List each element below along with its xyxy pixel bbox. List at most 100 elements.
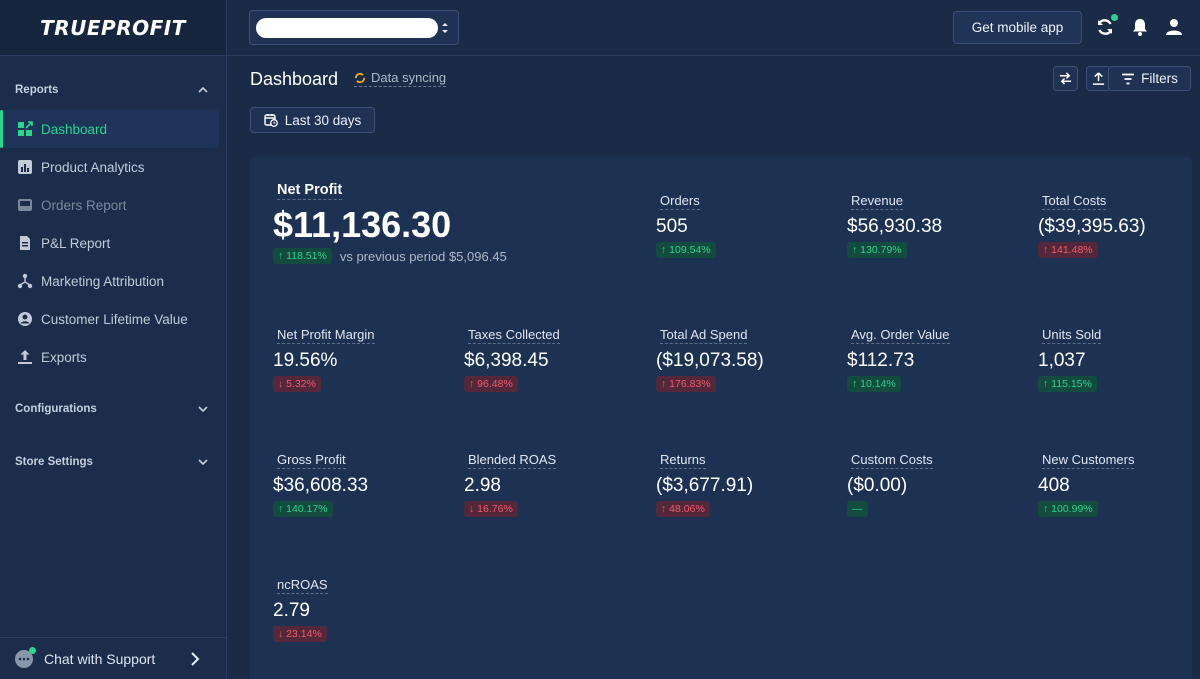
metric-net-profit-margin: Net Profit Margin 19.56% ↓ 5.32% <box>273 326 453 392</box>
metric-label[interactable]: Revenue <box>851 193 904 210</box>
change-badge: ↑ 109.54% <box>656 242 716 258</box>
metric-label[interactable]: Total Costs <box>1042 193 1107 210</box>
chat-support-label: Chat with Support <box>44 650 156 667</box>
sync-status-label: Data syncing <box>371 70 447 85</box>
change-badge: ↑ 10.14% <box>847 376 901 392</box>
sidebar-item-label: Orders Report <box>41 197 127 213</box>
metric-revenue: Revenue $56,930.38 ↑ 130.79% <box>847 192 1027 258</box>
chevron-right-icon <box>191 652 200 666</box>
logo[interactable]: TRUEPROFIT <box>0 0 226 56</box>
sync-icon[interactable] <box>1095 14 1118 37</box>
change-badge: ↑ 118.51% <box>273 248 332 264</box>
compare-button[interactable] <box>1053 66 1078 91</box>
metric-orders: Orders 505 ↑ 109.54% <box>656 192 836 258</box>
chevron-down-icon <box>198 406 208 413</box>
sidebar-item-orders-report[interactable]: Orders Report <box>3 186 219 224</box>
document-icon <box>16 235 33 252</box>
metric-value: $36,608.33 <box>273 475 369 496</box>
metric-value: ($39,395.63) <box>1038 216 1146 237</box>
sidebar-item-pl-report[interactable]: P&L Report <box>3 224 219 262</box>
sidebar: TRUEPROFIT Reports Dashboard Product Ana… <box>0 0 227 679</box>
upload-icon <box>16 349 33 366</box>
metric-gross-profit: Gross Profit $36,608.33 ↑ 140.17% <box>273 451 453 517</box>
sidebar-item-marketing-attribution[interactable]: Marketing Attribution <box>3 262 219 300</box>
metric-label[interactable]: Gross Profit <box>277 452 346 469</box>
metric-value: $56,930.38 <box>847 216 943 237</box>
metric-value: $11,136.30 <box>273 204 452 245</box>
metric-label[interactable]: Custom Costs <box>851 452 933 469</box>
change-badge: ↑ 96.48% <box>464 376 518 392</box>
change-badge: ↓ 16.76% <box>464 501 518 517</box>
metric-avg-order-value: Avg. Order Value $112.73 ↑ 10.14% <box>847 326 1027 392</box>
sidebar-item-label: Dashboard <box>41 121 108 137</box>
reports-section-label: Reports <box>15 84 59 96</box>
net-profit-metric: Net Profit $11,136.30 ↑ 118.51% vs previ… <box>273 181 613 264</box>
metric-value: 408 <box>1038 475 1070 496</box>
metric-value: ($3,677.91) <box>656 475 754 496</box>
user-icon[interactable] <box>1164 17 1184 37</box>
change-badge: ↑ 140.17% <box>273 501 333 517</box>
sync-status[interactable]: Data syncing <box>354 70 447 87</box>
metric-taxes-collected: Taxes Collected $6,398.45 ↑ 96.48% <box>464 326 644 392</box>
change-badge: ↑ 115.15% <box>1038 376 1097 392</box>
metric-label[interactable]: Returns <box>660 452 706 469</box>
date-range-button[interactable]: Last 30 days <box>250 107 375 133</box>
sidebar-item-product-analytics[interactable]: Product Analytics <box>3 148 219 186</box>
metric-label[interactable]: Taxes Collected <box>468 327 560 344</box>
filter-icon <box>1122 73 1135 84</box>
sidebar-item-dashboard[interactable]: Dashboard <box>0 110 219 148</box>
date-range-label: Last 30 days <box>284 112 362 128</box>
get-mobile-app-button[interactable]: Get mobile app <box>953 11 1082 44</box>
store-settings-section-toggle[interactable]: Store Settings <box>0 452 226 472</box>
filters-button[interactable]: Filters <box>1108 66 1191 91</box>
swap-arrows-icon <box>1059 72 1072 85</box>
metric-label[interactable]: Units Sold <box>1042 327 1102 344</box>
chevron-down-icon <box>198 459 208 466</box>
change-badge: ↑ 176.83% <box>656 376 716 392</box>
metric-label[interactable]: Net Profit Margin <box>277 327 375 344</box>
metric-label[interactable]: Avg. Order Value <box>851 327 950 344</box>
metrics-card: Net Profit $11,136.30 ↑ 118.51% vs previ… <box>250 156 1192 679</box>
metric-value: $6,398.45 <box>464 350 549 371</box>
sidebar-item-label: Customer Lifetime Value <box>41 311 188 327</box>
upload-icon <box>1092 72 1105 85</box>
configurations-section-toggle[interactable]: Configurations <box>0 399 226 419</box>
store-selector[interactable] <box>249 10 459 45</box>
metric-value: 1,037 <box>1038 350 1086 371</box>
main-content: Dashboard Data syncing Filters Last 30 d… <box>227 56 1200 679</box>
metric-value: ($19,073.58) <box>656 350 764 371</box>
sidebar-item-exports[interactable]: Exports <box>3 338 219 376</box>
metric-label[interactable]: New Customers <box>1042 452 1135 469</box>
sidebar-item-label: Exports <box>41 349 87 365</box>
metric-label[interactable]: Total Ad Spend <box>660 327 748 344</box>
inbox-icon <box>16 197 33 214</box>
chevron-up-icon <box>198 86 208 93</box>
configurations-section-label: Configurations <box>15 403 97 415</box>
logo-text: TRUEPROFIT <box>40 15 186 40</box>
metric-total-costs: Total Costs ($39,395.63) ↑ 141.48% <box>1038 192 1200 258</box>
change-badge: ↓ 23.14% <box>273 626 327 642</box>
redacted-store-name <box>256 18 438 38</box>
change-badge: ↑ 48.06% <box>656 501 710 517</box>
metric-custom-costs: Custom Costs ($0.00) — <box>847 451 1027 517</box>
metric-value: 2.98 <box>464 475 501 496</box>
calendar-clock-icon <box>264 114 278 127</box>
reports-section-toggle[interactable]: Reports <box>0 80 226 100</box>
metric-label[interactable]: Net Profit <box>277 182 343 200</box>
sidebar-item-label: P&L Report <box>41 235 111 251</box>
sidebar-item-label: Product Analytics <box>41 159 145 175</box>
metric-value: $112.73 <box>847 350 915 371</box>
bell-icon[interactable] <box>1130 17 1150 37</box>
metric-ncroas: ncROAS 2.79 ↓ 23.14% <box>273 576 453 642</box>
change-badge: ↑ 130.79% <box>847 242 907 258</box>
metric-value: 19.56% <box>273 350 338 371</box>
chat-support-button[interactable]: Chat with Support <box>0 637 226 679</box>
store-settings-section-label: Store Settings <box>15 456 93 468</box>
metric-label[interactable]: Orders <box>660 193 700 210</box>
bar-chart-icon <box>16 159 33 176</box>
dashboard-icon <box>16 121 33 138</box>
metric-blended-roas: Blended ROAS 2.98 ↓ 16.76% <box>464 451 644 517</box>
metric-label[interactable]: ncROAS <box>277 577 328 594</box>
sidebar-item-customer-lifetime-value[interactable]: Customer Lifetime Value <box>3 300 219 338</box>
metric-label[interactable]: Blended ROAS <box>468 452 557 469</box>
